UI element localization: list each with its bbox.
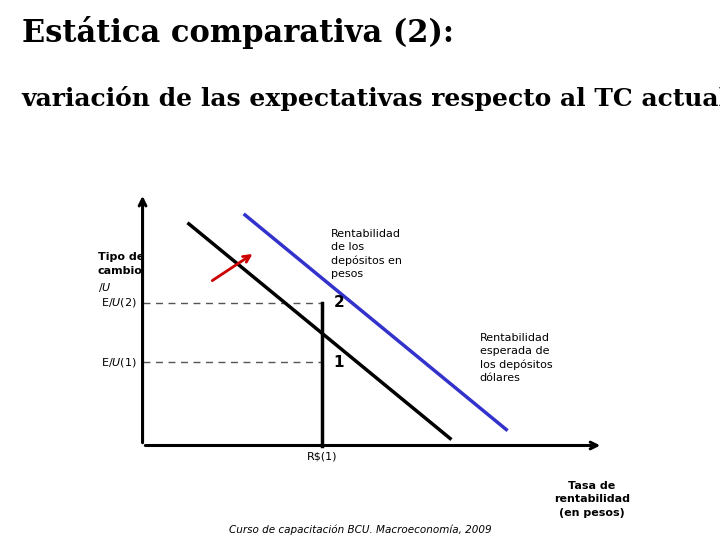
Text: 2: 2: [333, 295, 344, 310]
Text: Rentabilidad
de los
depósitos en
pesos: Rentabilidad de los depósitos en pesos: [330, 228, 402, 279]
Text: variación de las expectativas respecto al TC actual: variación de las expectativas respecto a…: [22, 86, 720, 111]
Text: Curso de capacitación BCU. Macroeconomía, 2009: Curso de capacitación BCU. Macroeconomía…: [229, 524, 491, 535]
Text: Estática comparativa (2):: Estática comparativa (2):: [22, 16, 454, 49]
Text: E$/U$(1): E$/U$(1): [102, 356, 137, 369]
Text: Tasa de
rentabilidad
(en pesos): Tasa de rentabilidad (en pesos): [554, 481, 630, 517]
Text: R$(1): R$(1): [307, 451, 338, 462]
Text: Tipo de
cambio
$/U$: Tipo de cambio $/U$: [98, 252, 144, 294]
Text: Rentabilidad
esperada de
los depósitos
dólares: Rentabilidad esperada de los depósitos d…: [480, 333, 552, 383]
Text: 1: 1: [333, 355, 344, 370]
Text: E$/U$(2): E$/U$(2): [102, 296, 137, 309]
